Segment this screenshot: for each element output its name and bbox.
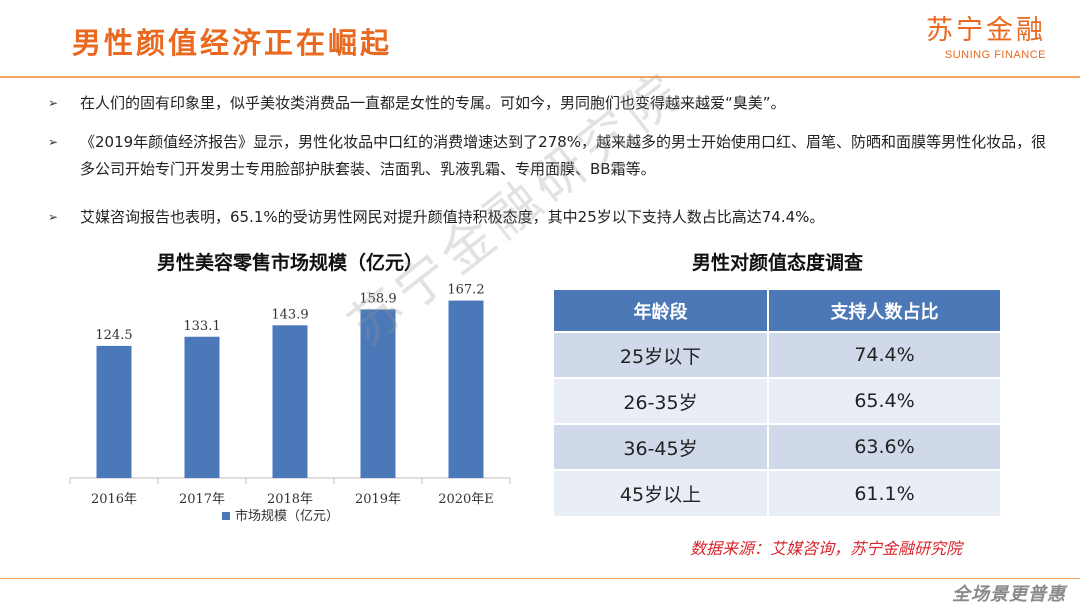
bullet-item: ➢ 《2019年颜值经济报告》显示，男性化妆品中口红的消费增速达到了278%，越… <box>48 129 1048 183</box>
table-cell: 36-45岁 <box>554 423 769 470</box>
table-cell: 25岁以下 <box>554 331 769 378</box>
brand-name: 苏宁金融 <box>926 15 1046 46</box>
source-note: 数据来源：艾媒咨询，苏宁金融研究院 <box>690 539 963 558</box>
table-row: 26-35岁 65.4% <box>554 377 1000 424</box>
survey-table: 年龄段 支持人数占比 25岁以下 74.4% 26-35岁 65.4% 36-4… <box>554 290 1000 516</box>
bullet-text: 在人们的固有印象里，似乎美妆类消费品一直都是女性的专属。可如今，男同胞们也变得越… <box>80 94 786 112</box>
table-header-cell: 支持人数占比 <box>768 290 1000 332</box>
table-cell: 63.6% <box>768 423 1000 470</box>
data-label: 124.5 <box>95 328 132 343</box>
table-row: 36-45岁 63.6% <box>554 423 1000 470</box>
x-tick-label: 2019年 <box>355 492 401 507</box>
bullet-text: 《2019年颜值经济报告》显示，男性化妆品中口红的消费增速达到了278%，越来越… <box>80 133 1047 178</box>
slide-title: 男性颜值经济正在崛起 <box>72 26 393 60</box>
table-header-row: 年龄段 支持人数占比 <box>554 290 1000 332</box>
footer-logo: 全场景更普惠 <box>952 584 1066 605</box>
data-label: 158.9 <box>359 291 396 306</box>
x-tick-label: 2017年 <box>179 492 225 507</box>
x-tick-label: 2016年 <box>91 492 137 507</box>
bar <box>272 325 308 478</box>
table-row: 25岁以下 74.4% <box>554 331 1000 378</box>
bottom-divider <box>0 578 1080 579</box>
arrow-bullet-icon: ➢ <box>48 135 59 149</box>
x-tick-label: 2020年E <box>438 492 494 507</box>
bar <box>360 309 396 478</box>
bar <box>96 345 132 478</box>
table-cell: 61.1% <box>768 469 1000 516</box>
bar-chart-title: 男性美容零售市场规模（亿元） <box>156 252 423 274</box>
bar <box>448 300 484 478</box>
table-cell: 26-35岁 <box>554 377 769 424</box>
arrow-bullet-icon: ➢ <box>48 210 59 224</box>
bar-chart: 124.5 2016年 133.1 2017年 143.9 2018年 158.9 2019年… <box>69 283 511 524</box>
top-divider <box>0 76 1080 78</box>
brand-name-en: SUNING FINANCE <box>944 49 1046 61</box>
data-label: 167.2 <box>447 283 484 298</box>
bullet-item: ➢ 在人们的固有印象里，似乎美妆类消费品一直都是女性的专属。可如今，男同胞们也变… <box>48 90 1048 117</box>
brand-logo: 苏宁金融 SUNING FINANCE <box>926 14 1046 62</box>
table-cell: 74.4% <box>768 331 1000 378</box>
table-row: 45岁以上 61.1% <box>554 469 1000 516</box>
bar <box>184 336 220 478</box>
legend-swatch <box>222 512 230 520</box>
table-header-cell: 年龄段 <box>554 290 769 332</box>
data-label: 133.1 <box>183 319 220 334</box>
bullet-item: ➢ 艾媒咨询报告也表明，65.1%的受访男性网民对提升颜值持积极态度，其中25岁… <box>48 204 1048 231</box>
data-label: 143.9 <box>271 307 308 322</box>
bullet-text: 艾媒咨询报告也表明，65.1%的受访男性网民对提升颜值持积极态度，其中25岁以下… <box>80 208 825 226</box>
arrow-bullet-icon: ➢ <box>48 96 59 110</box>
x-tick-label: 2018年 <box>267 492 313 507</box>
table-cell: 45岁以上 <box>554 469 769 516</box>
table-title: 男性对颜值态度调查 <box>691 252 863 274</box>
table-cell: 65.4% <box>768 377 1000 424</box>
legend-label: 市场规模（亿元） <box>235 508 339 524</box>
